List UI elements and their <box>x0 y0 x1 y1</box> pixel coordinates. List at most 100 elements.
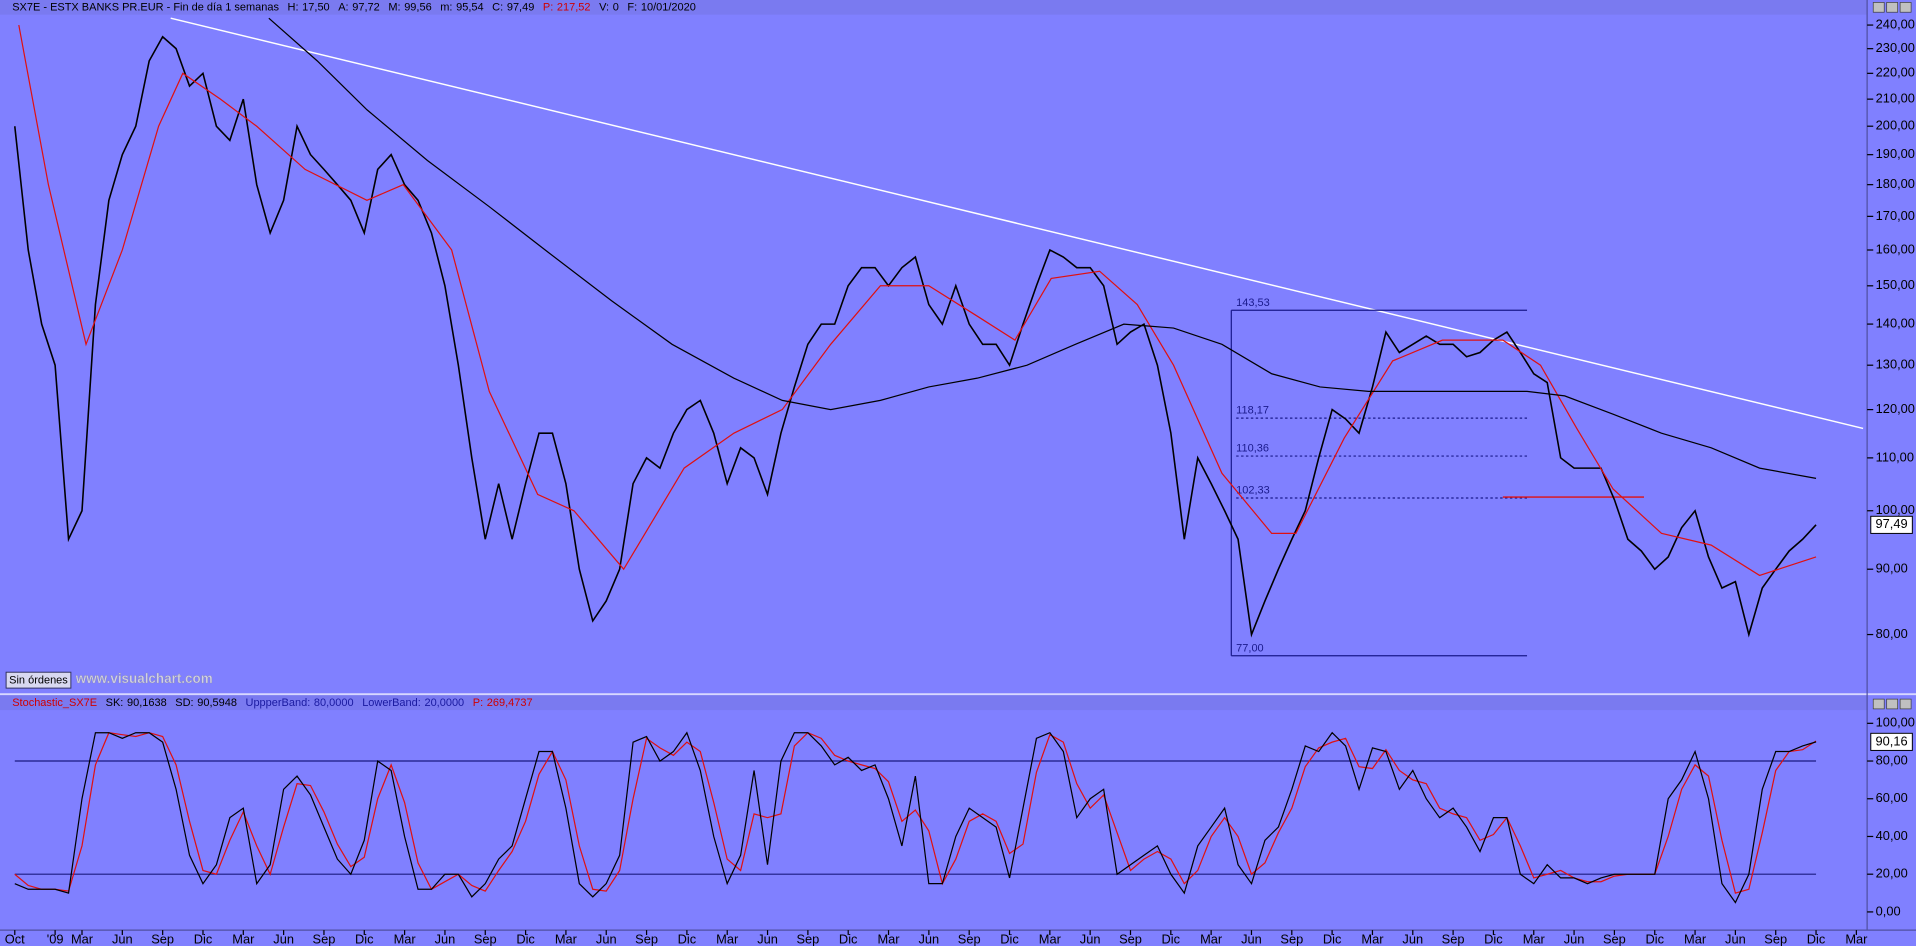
header-value: 97,72 <box>352 1 379 13</box>
y-tick-label: 130,00 <box>1876 357 1915 372</box>
x-tick-label: Dic <box>678 931 697 946</box>
header-value: 17,50 <box>302 1 329 13</box>
header-label: M: <box>388 1 400 13</box>
series-line <box>14 731 1817 904</box>
x-tick-label: Sep <box>796 931 819 946</box>
last-value-label: 90,16 <box>1876 733 1908 748</box>
header-value: 80,0000 <box>314 697 354 709</box>
x-tick-label: Dic <box>1323 931 1342 946</box>
header-label: P: <box>473 697 483 709</box>
y-tick-label: 230,00 <box>1876 40 1915 55</box>
y-tick-label: 200,00 <box>1876 118 1915 133</box>
y-tick-label: 60,00 <box>1876 790 1908 805</box>
x-tick-label: Mar <box>877 931 900 946</box>
minimize-button[interactable] <box>1872 698 1885 710</box>
trend-line <box>170 17 1864 430</box>
x-tick-label: Jun <box>1564 931 1585 946</box>
fib-label: 77,00 <box>1236 642 1263 654</box>
x-tick-label: Dic <box>839 931 858 946</box>
y-tick-label: 210,00 <box>1876 91 1915 106</box>
x-tick-label: '09 <box>47 931 64 946</box>
x-tick-label: Dic <box>516 931 535 946</box>
last-value-label: 97,49 <box>1876 516 1908 531</box>
y-tick-label: 40,00 <box>1876 828 1908 843</box>
x-tick-label: Mar <box>232 931 255 946</box>
close-button[interactable] <box>1899 2 1912 13</box>
x-tick-label: Jun <box>112 931 133 946</box>
header-strip <box>0 694 1868 711</box>
x-tick-label: Dic <box>1645 931 1664 946</box>
price-panel: SX7E - ESTX BANKS PR.EUR - Fin de día 1 … <box>12 1 1915 657</box>
y-tick-label: 150,00 <box>1876 277 1915 292</box>
x-tick-label: Jun <box>1402 931 1423 946</box>
x-tick-label: Sep <box>1119 931 1142 946</box>
window-buttons[interactable] <box>1872 2 1912 710</box>
y-tick-label: 20,00 <box>1876 866 1908 881</box>
panel-header: Stochastic_SX7E SK: 90,1638 SD: 90,5948 Upppe… <box>12 697 532 709</box>
y-tick-label: 190,00 <box>1876 146 1915 161</box>
maximize-button[interactable] <box>1886 2 1899 13</box>
y-tick-label: 240,00 <box>1876 16 1915 31</box>
fib-label: 110,36 <box>1236 443 1269 455</box>
close-button[interactable] <box>1899 698 1912 710</box>
header-label: UppperBand: <box>246 697 311 709</box>
x-tick-label: Jun <box>1725 931 1746 946</box>
x-tick-label: Sep <box>958 931 981 946</box>
x-tick-label: Mar <box>1684 931 1707 946</box>
x-tick-label: Sep <box>1603 931 1626 946</box>
header-value: 217,52 <box>557 1 591 13</box>
y-tick-label: 80,00 <box>1876 752 1908 767</box>
y-tick-label: 220,00 <box>1876 65 1915 80</box>
header-label: P: <box>543 1 553 13</box>
watermark: www.visualchart.com <box>75 671 213 686</box>
header-value: 20,0000 <box>424 697 464 709</box>
header-label: SD: <box>175 697 193 709</box>
x-tick-label: Mar <box>1845 931 1868 946</box>
series-line <box>13 35 1817 638</box>
header-value: 95,54 <box>456 1 483 13</box>
x-tick-label: Sep <box>1764 931 1787 946</box>
x-tick-label: Mar <box>71 931 94 946</box>
maximize-button[interactable] <box>1886 698 1899 710</box>
header-label: LowerBand: <box>362 697 421 709</box>
x-tick-label: Sep <box>474 931 497 946</box>
minimize-button[interactable] <box>1872 2 1885 13</box>
y-tick-label: 80,00 <box>1876 626 1908 641</box>
x-tick-label: Jun <box>1080 931 1101 946</box>
header-label: m: <box>440 1 452 13</box>
header-title: SX7E - ESTX BANKS PR.EUR - Fin de día 1 … <box>12 1 279 13</box>
series-line <box>14 732 1817 894</box>
header-value: 97,49 <box>507 1 534 13</box>
x-tick-label: Sep <box>635 931 658 946</box>
x-tick-label: Mar <box>1523 931 1546 946</box>
y-tick-label: 100,00 <box>1876 715 1915 730</box>
x-tick-label: Dic <box>1484 931 1503 946</box>
header-label: F: <box>627 1 637 13</box>
x-tick-label: Dic <box>194 931 213 946</box>
x-tick-label: Oct <box>5 931 25 946</box>
series-line <box>18 24 1817 577</box>
y-tick-label: 100,00 <box>1876 502 1915 517</box>
header-value: 90,1638 <box>127 697 167 709</box>
orders-button[interactable] <box>5 671 72 689</box>
x-tick-label: Sep <box>151 931 174 946</box>
x-tick-label: Jun <box>273 931 294 946</box>
orders-button-label[interactable]: Sin órdenes <box>9 675 68 687</box>
fib-label: 102,33 <box>1236 485 1270 497</box>
x-tick-label: Sep <box>313 931 336 946</box>
header-label: C: <box>492 1 503 13</box>
y-tick-label: 140,00 <box>1876 315 1915 330</box>
y-tick-label: 180,00 <box>1876 176 1915 191</box>
header-value: 99,56 <box>404 1 431 13</box>
header-strip <box>0 0 1868 15</box>
y-tick-label: 90,00 <box>1876 561 1908 576</box>
header-value: 10/01/2020 <box>641 1 696 13</box>
y-tick-label: 0,00 <box>1876 903 1901 918</box>
x-tick-label: Jun <box>596 931 617 946</box>
panel-header: SX7E - ESTX BANKS PR.EUR - Fin de día 1 … <box>12 1 696 13</box>
y-tick-label: 120,00 <box>1876 401 1915 416</box>
y-tick-label: 170,00 <box>1876 208 1915 223</box>
